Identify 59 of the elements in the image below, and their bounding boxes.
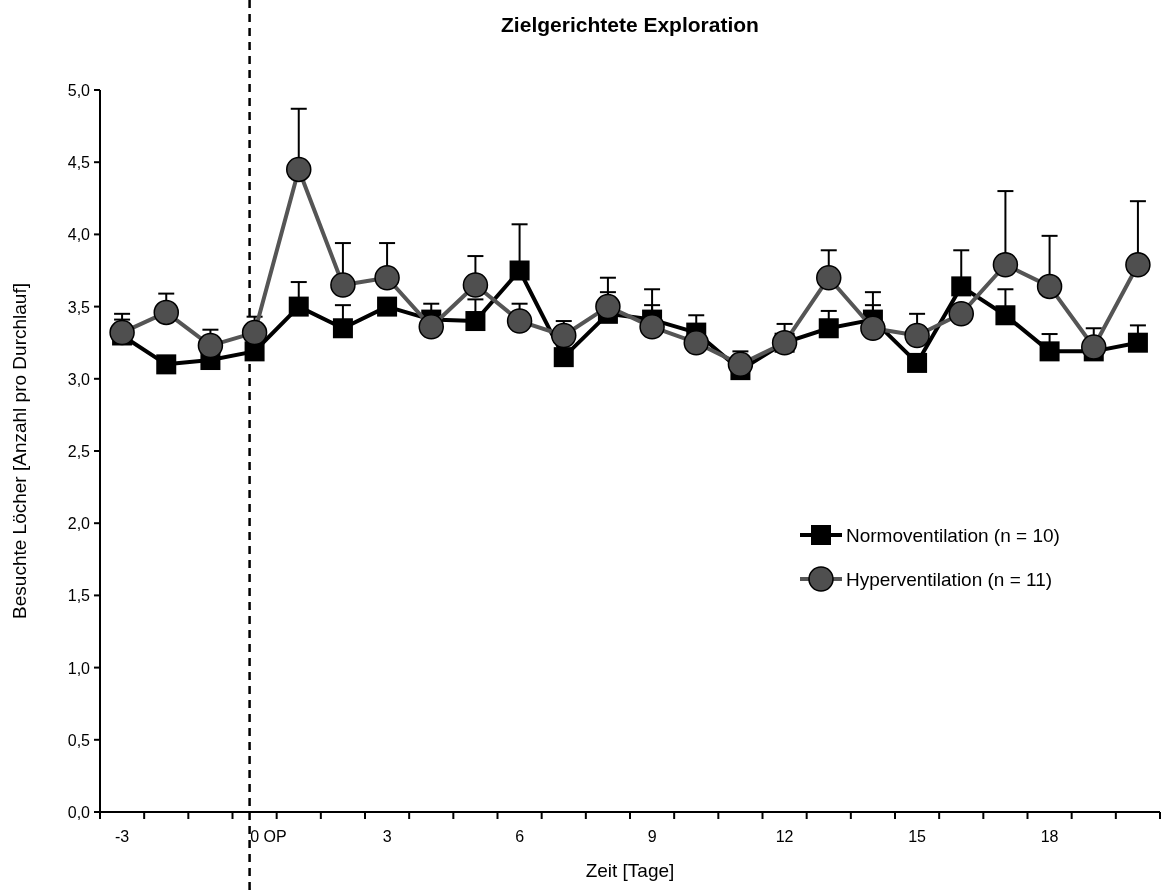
x-tick-label: 15 <box>908 828 927 845</box>
point <box>509 260 530 281</box>
point <box>332 318 353 339</box>
y-tick-label: 1,0 <box>67 659 91 677</box>
chart-title: Zielgerichtete Exploration <box>501 13 759 36</box>
y-tick-label: 4,5 <box>67 154 91 172</box>
y-tick-label: 4,0 <box>67 226 91 244</box>
point <box>553 347 574 368</box>
y-tick-label: 0,5 <box>67 731 91 749</box>
y-tick-label: 5,0 <box>67 82 91 99</box>
legend-label: Hyperventilation (n = 11) <box>846 569 1053 590</box>
point <box>377 296 398 317</box>
point <box>418 314 444 340</box>
x-tick-label: 6 <box>515 828 525 845</box>
point <box>816 264 842 291</box>
point <box>330 272 356 298</box>
y-axis-title: Besuchte Löcher [Anzahl pro Durchlauf] <box>9 283 30 619</box>
point <box>1127 332 1148 353</box>
point <box>197 332 224 359</box>
x-axis-title: Zeit [Tage] <box>585 860 675 881</box>
y-tick-label: 0,0 <box>67 804 91 821</box>
point <box>286 156 312 183</box>
point <box>153 299 179 326</box>
point <box>1036 273 1063 300</box>
legend-label: Normoventilation (n = 10) <box>846 525 1060 546</box>
x-tick-label: -3 <box>114 828 130 845</box>
x-tick-label: 12 <box>775 828 794 845</box>
point <box>683 329 709 356</box>
point <box>1081 334 1107 360</box>
point <box>109 319 135 346</box>
point <box>1125 251 1151 278</box>
y-tick-label: 2,5 <box>67 443 91 460</box>
point <box>462 272 489 298</box>
point <box>595 293 621 320</box>
point <box>818 318 839 339</box>
point <box>1039 341 1060 362</box>
x-tick-label: 18 <box>1040 828 1059 845</box>
x-tick-label: 3 <box>382 828 392 845</box>
point <box>374 264 400 291</box>
point <box>465 311 486 332</box>
point <box>907 352 928 373</box>
point <box>904 322 930 349</box>
point <box>948 301 974 327</box>
point <box>992 251 1019 278</box>
point <box>995 305 1016 326</box>
ref-line-label: OP <box>263 828 287 845</box>
x-tick-label: 9 <box>647 828 657 845</box>
point <box>288 296 309 317</box>
y-tick-label: 3,5 <box>67 298 91 316</box>
point <box>551 322 577 349</box>
y-tick-label: 1,5 <box>67 587 91 605</box>
point <box>156 354 177 375</box>
y-tick-label: 3,0 <box>67 370 91 388</box>
point <box>727 351 754 378</box>
point <box>951 276 972 297</box>
x-tick-label: 0 <box>250 828 260 845</box>
point <box>506 308 533 334</box>
y-tick-label: 2,0 <box>67 515 91 533</box>
point <box>241 319 268 346</box>
